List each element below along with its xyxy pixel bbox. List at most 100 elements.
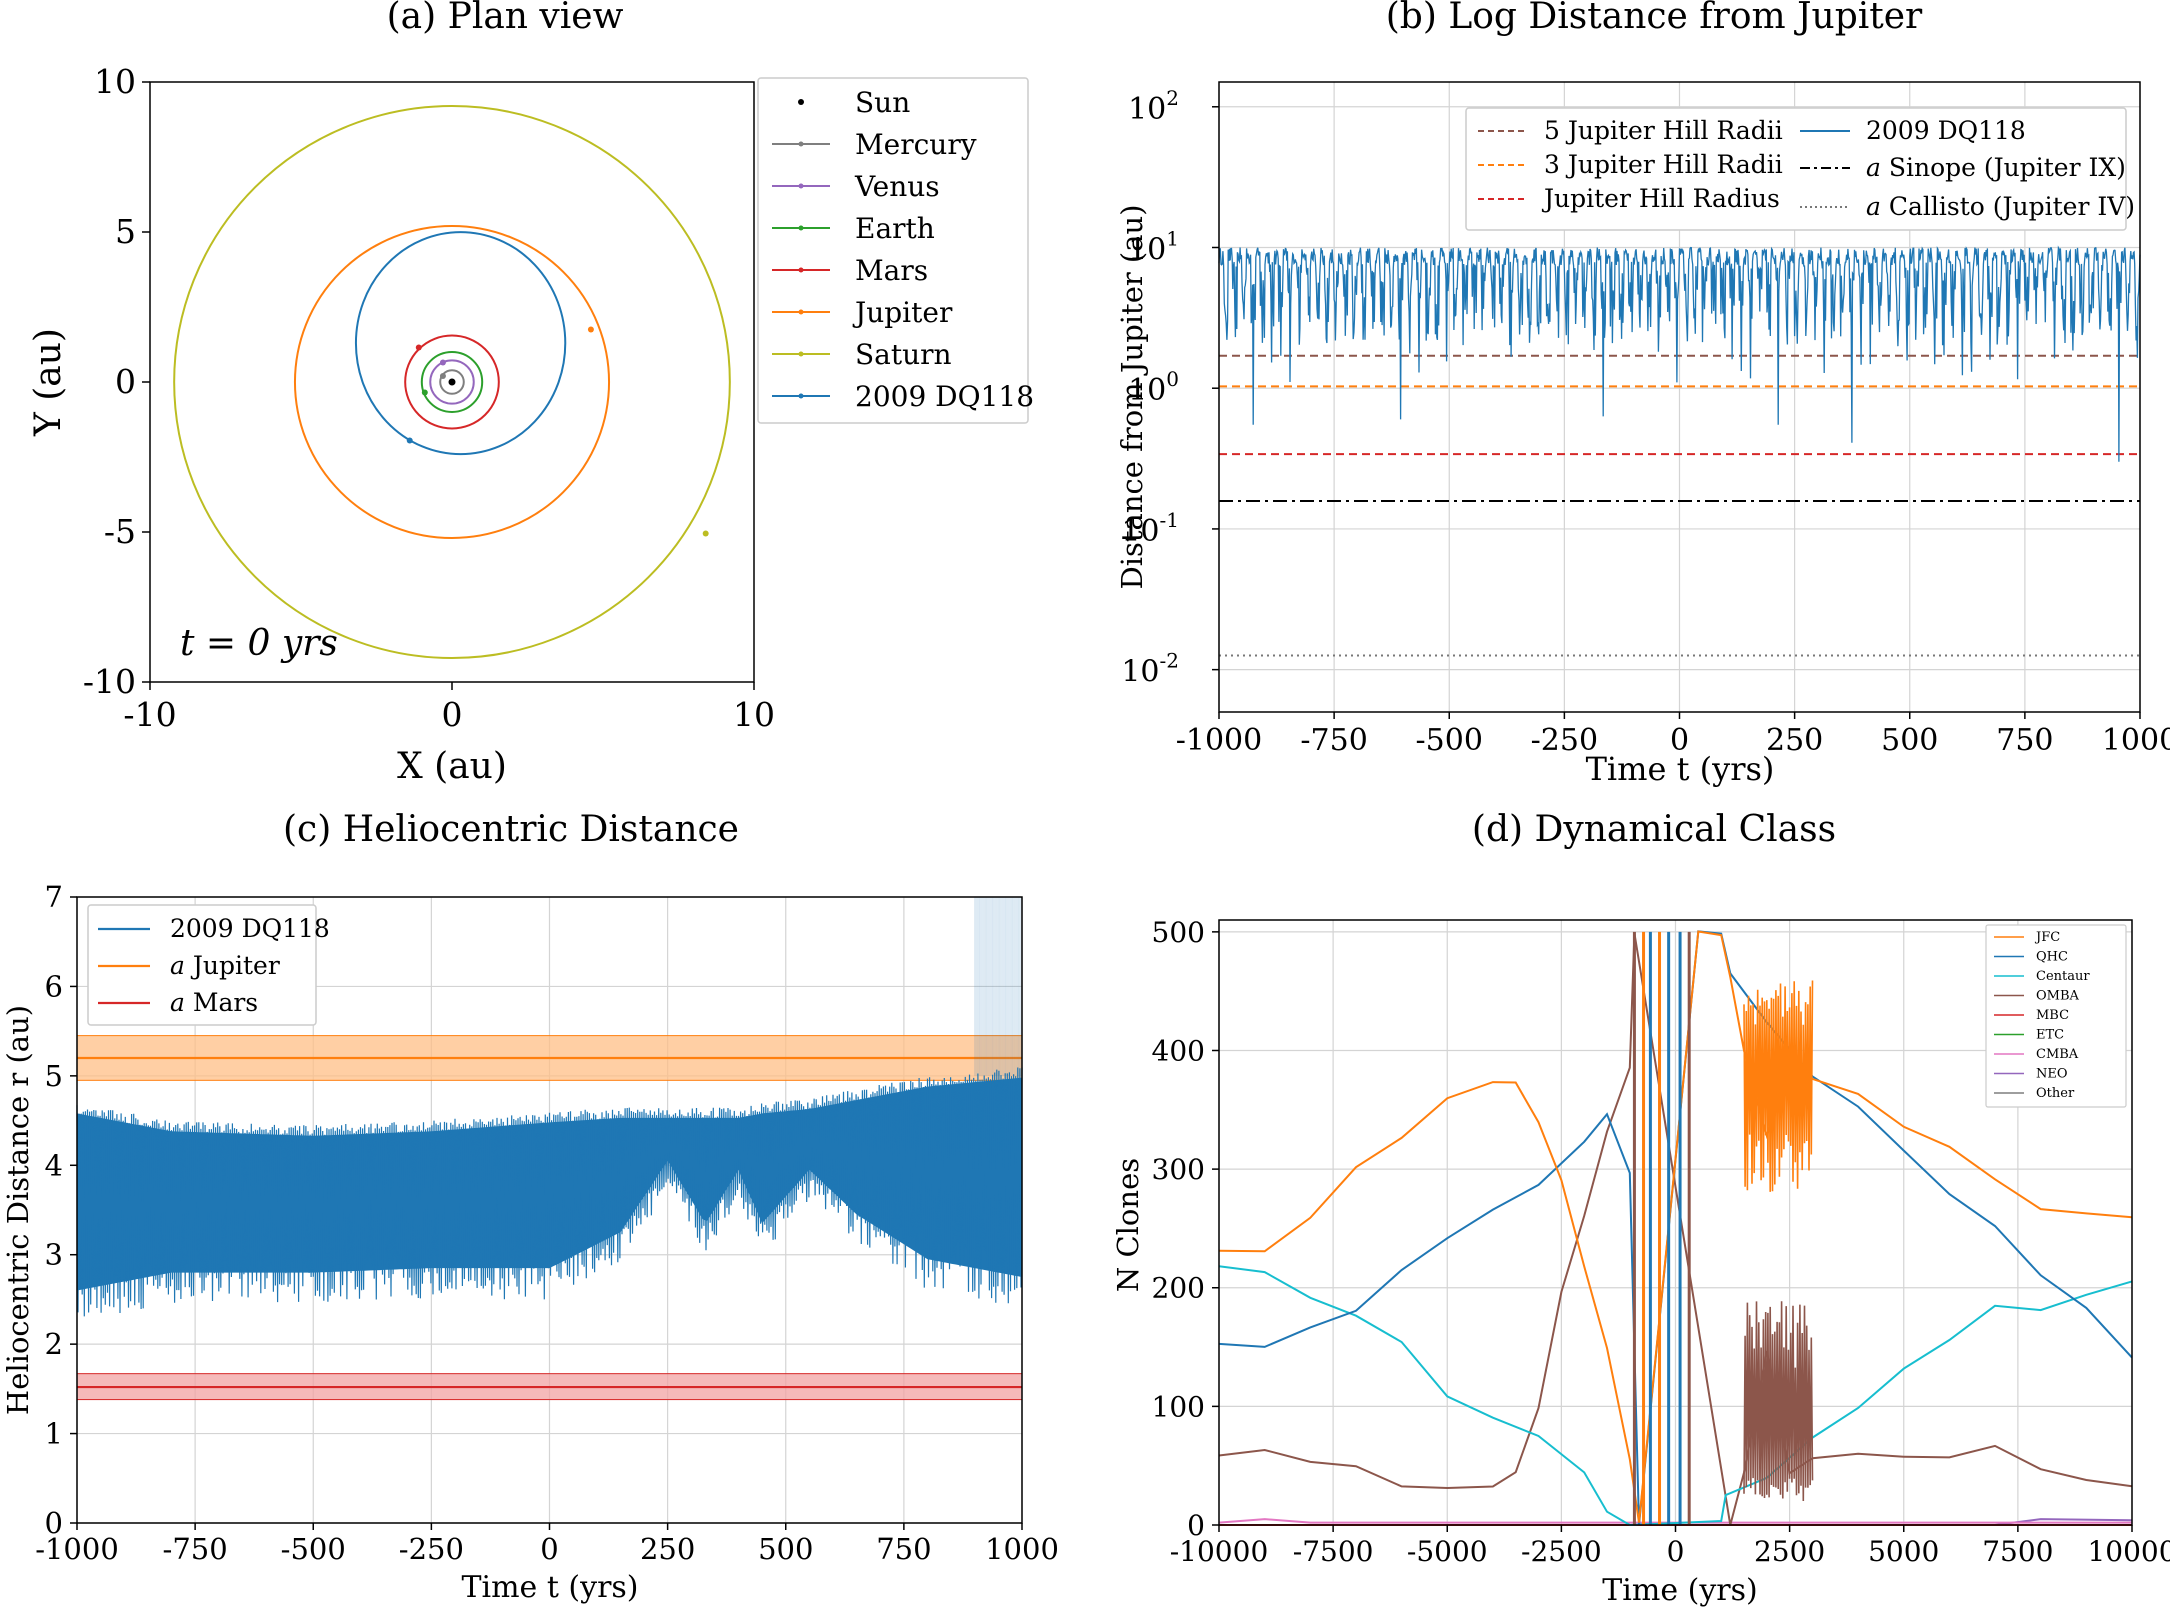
legend-label-centaur: Centaur <box>2036 969 2090 984</box>
legend-label-saturn: Saturn <box>855 338 952 371</box>
legend-label-text: Sinope (Jupiter IX) <box>1881 153 2126 182</box>
y-tick-label: 10-2 <box>1121 649 1179 690</box>
series-cmba <box>1218 1518 2132 1524</box>
legend-label-jfc: JFC <box>2034 930 2060 945</box>
x-tick-label: -500 <box>1416 723 1483 758</box>
panel-d-ticks: -10000 -7500 -5000 -2500 0 2500 5000 7500 10000 0… <box>1152 916 2170 1568</box>
legend-label-2009-dq118: 2009 DQ118 <box>170 914 330 943</box>
legend-label-3-jupiter-hill-radii: 3 Jupiter Hill Radii <box>1544 150 1783 179</box>
legend-label-mbc: MBC <box>2036 1008 2069 1023</box>
y-tick-label: 6 <box>45 969 63 1003</box>
x-tick-label: -2500 <box>1521 1535 1602 1568</box>
panel-b-legend-box <box>1465 107 2127 231</box>
y-tick-label: 3 <box>45 1238 63 1272</box>
panel-d-xlabel: Time (yrs) <box>1602 1573 1757 1608</box>
legend-marker <box>798 225 804 231</box>
x-tick-label: 7500 <box>1982 1535 2053 1568</box>
legend-marker <box>798 99 804 105</box>
x-tick-label: 0 <box>1670 723 1689 758</box>
legend-marker <box>798 393 804 399</box>
panel-b-title: (b) Log Distance from Jupiter <box>1386 0 1923 37</box>
panel-d-legend-entries: JFC QHC Centaur OMBA MBC ETC CMBA NEO Other <box>1994 930 2090 1101</box>
panel-a-orbits <box>173 105 731 659</box>
legend-marker <box>798 183 804 189</box>
x-tick-label: 250 <box>640 1532 695 1566</box>
x-tick-label: 0 <box>1667 1535 1685 1568</box>
panel-b-series <box>1218 245 2141 462</box>
panel-b-hlines <box>1219 354 2140 657</box>
legend-label-2009-dq118: 2009 DQ118 <box>1866 116 2026 145</box>
x-tick-label: 5000 <box>1868 1535 1939 1568</box>
legend-marker <box>798 141 804 147</box>
panel-a-title: (a) Plan view <box>387 0 624 37</box>
legend-label-text: Jupiter <box>185 951 280 980</box>
panel-c: -1000 -750 -500 -250 0 250 500 750 100001234567 … <box>1 880 1059 1605</box>
y-tick-label: 4 <box>45 1148 63 1182</box>
legend-label-etc: ETC <box>2036 1028 2064 1043</box>
orbit-jupiter <box>293 225 611 539</box>
y-tick-label: 7 <box>45 880 63 914</box>
x-tick-label: -7500 <box>1293 1535 1374 1568</box>
x-tick-label: 2500 <box>1754 1535 1825 1568</box>
y-tick-label: 500 <box>1152 916 1205 949</box>
body-marker-earth <box>421 389 428 396</box>
x-tick-label: 500 <box>758 1532 813 1566</box>
legend-label-prefix: a <box>1866 192 1881 221</box>
body-marker-jupiter <box>587 326 594 333</box>
panel-b-ticks: -1000 -750 -500 -250 0 250 500 750 1000102101100… <box>1121 86 2170 758</box>
legend-label-text: Mars <box>185 988 258 1017</box>
legend-label-jupiter: a Jupiter <box>170 951 280 980</box>
x-tick-label: 0 <box>442 695 463 734</box>
panel-c-legend-box <box>87 904 317 1026</box>
y-tick-label: 400 <box>1152 1034 1205 1067</box>
y-tick-exponent: 0 <box>1166 367 1179 391</box>
panel-b-legend: 5 Jupiter Hill Radii 3 Jupiter Hill Radii… <box>1465 107 2135 231</box>
legend-label-venus: Venus <box>854 170 940 203</box>
x-tick-label: 1000 <box>985 1532 1059 1566</box>
y-tick-label: 5 <box>45 1059 63 1093</box>
legend-label-prefix: a <box>1866 153 1881 182</box>
y-tick-exponent: 1 <box>1166 226 1179 250</box>
orbit-saturn <box>173 105 731 659</box>
legend-label-prefix: a <box>170 951 185 980</box>
y-tick-label: 300 <box>1152 1153 1205 1186</box>
panel-a-ticks: -10 0 10 10 5 0 -5 -10 <box>83 62 775 734</box>
legend-label-5-jupiter-hill-radii: 5 Jupiter Hill Radii <box>1544 116 1783 145</box>
orbit-venus <box>429 359 475 405</box>
x-tick-label: -250 <box>399 1532 464 1566</box>
legend-label-sun: Sun <box>855 86 910 119</box>
y-tick-label: 5 <box>115 212 136 251</box>
legend-marker <box>798 267 804 273</box>
panel-a-xlabel: X (au) <box>397 746 507 787</box>
series-2009-dq118 <box>1218 245 2141 462</box>
legend-label-qhc: QHC <box>2036 950 2068 965</box>
x-tick-label: 750 <box>1996 723 2053 758</box>
legend-label-jupiter: Jupiter <box>852 296 953 329</box>
legend-label-omba: OMBA <box>2036 989 2080 1004</box>
y-tick-label: 0 <box>45 1506 63 1540</box>
legend-label-jupiter-hill-radius: Jupiter Hill Radius <box>1541 184 1780 213</box>
legend-label-text: 5 Jupiter Hill Radii <box>1544 116 1783 145</box>
y-tick-label: 2 <box>45 1327 63 1361</box>
legend-label-sinope-jupiter-ix: a Sinope (Jupiter IX) <box>1866 153 2126 182</box>
orbit-2009-dq118 <box>354 231 567 456</box>
body-marker-venus <box>439 359 446 366</box>
legend-label-text: 3 Jupiter Hill Radii <box>1544 150 1783 179</box>
series-omba-oscillation <box>1743 1301 1814 1502</box>
x-tick-label: -750 <box>163 1532 228 1566</box>
y-tick-exponent: 2 <box>1166 86 1179 110</box>
body-marker-saturn <box>702 530 709 537</box>
x-tick-label: 10000 <box>2087 1535 2170 1568</box>
legend-label-mercury: Mercury <box>855 128 977 161</box>
panel-c-title: (c) Heliocentric Distance <box>283 809 739 850</box>
x-tick-label: 250 <box>1766 723 1823 758</box>
x-tick-label: 750 <box>876 1532 931 1566</box>
panel-a-legend-box <box>757 77 1029 424</box>
y-tick-label: 100 <box>1152 1390 1205 1423</box>
legend-label-text: 2009 DQ118 <box>170 914 330 943</box>
legend-label-text: Callisto (Jupiter IV) <box>1881 192 2135 221</box>
series-2009-dq118 <box>76 1067 1023 1317</box>
y-tick-label: 0 <box>1187 1509 1205 1542</box>
